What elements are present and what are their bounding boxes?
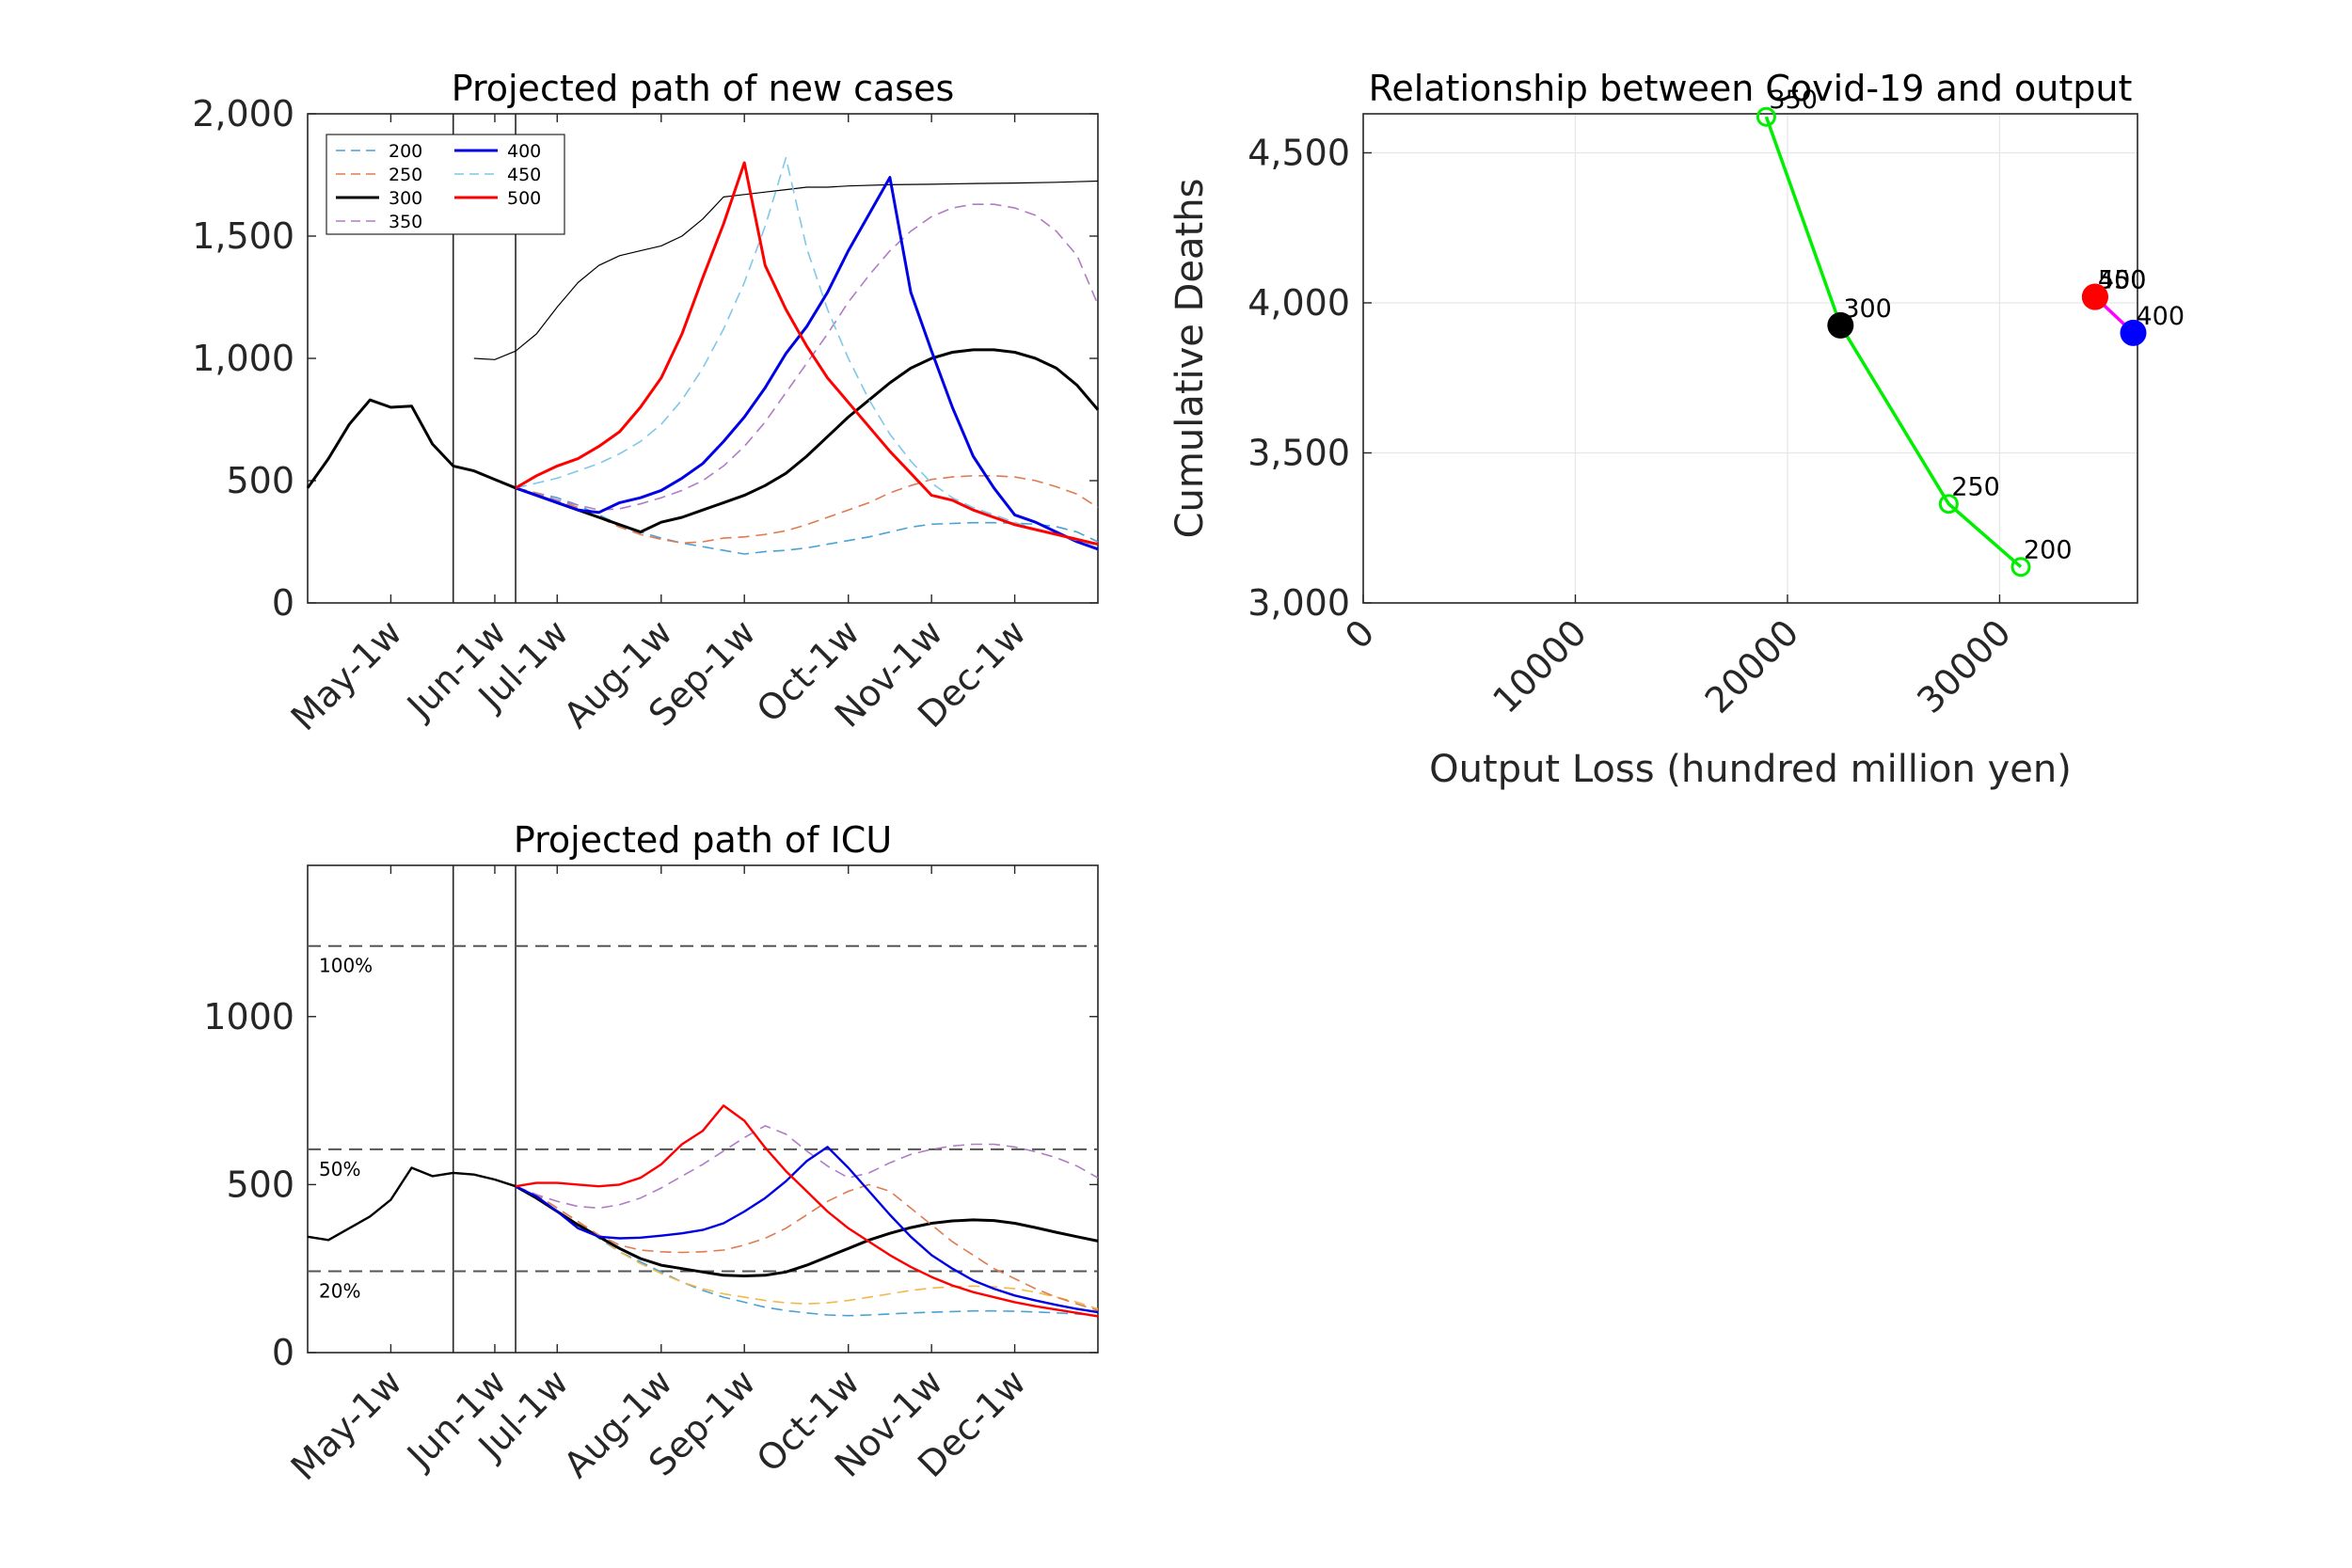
series-line-300	[515, 348, 1100, 534]
point-label: 450	[2098, 266, 2147, 295]
y-tick-label: 0	[272, 582, 294, 624]
tradeoff-chart: Relationship between Covid-19 and output…	[1168, 68, 2185, 791]
series-line-250	[515, 1185, 1099, 1310]
y-tick-label: 500	[226, 460, 294, 501]
series-line-300	[515, 1184, 1099, 1277]
series-line-200	[515, 487, 1099, 555]
series-line-200	[515, 1185, 1099, 1317]
y-tick-label: 3,500	[1248, 432, 1350, 473]
series-line-350	[515, 203, 1099, 512]
y-tick-label: 1,500	[192, 215, 294, 257]
icu-chart: Projected path of ICU05001000May-1wJun-1…	[203, 819, 1099, 1488]
series-line-450	[515, 157, 1099, 546]
point-label: 400	[2136, 302, 2185, 331]
series-line-400	[515, 176, 1099, 551]
y-axis-title: Cumulative Deaths	[1168, 179, 1212, 539]
scatter-point-400	[2120, 319, 2147, 346]
series-line-250	[515, 474, 1099, 545]
legend-entry: 450	[507, 165, 541, 185]
x-tick-label: 20000	[1697, 611, 1807, 721]
chart-title: Projected path of ICU	[514, 819, 892, 861]
series-line-reference	[473, 180, 1099, 360]
x-tick-label: 10000	[1485, 611, 1595, 721]
legend-entry: 300	[389, 188, 422, 209]
chart-title: Relationship between Covid-19 and output	[1369, 68, 2133, 109]
legend-entry: 350	[389, 212, 422, 232]
legend-entry: 500	[507, 188, 541, 209]
tradeoff-line-green	[1764, 116, 2023, 569]
scatter-point-200	[2010, 557, 2031, 578]
y-tick-label: 0	[272, 1332, 294, 1373]
plot-area	[307, 864, 1099, 1354]
y-tick-label: 1,000	[192, 338, 294, 379]
x-tick-label: 30000	[1909, 611, 2019, 721]
y-tick-label: 1000	[203, 996, 294, 1037]
series-line-500	[515, 1104, 1099, 1318]
y-tick-label: 4,500	[1248, 132, 1350, 173]
scatter-point-350	[1756, 106, 1776, 127]
y-tick-label: 4,000	[1248, 282, 1350, 324]
legend-entry: 250	[389, 165, 422, 185]
scatter-point-300	[1827, 311, 1854, 339]
capacity-label: 20%	[319, 1280, 360, 1303]
x-tick-label: May-1w	[283, 1361, 410, 1488]
point-label: 300	[1843, 294, 1892, 324]
y-tick-label: 500	[226, 1164, 294, 1205]
point-label: 250	[1951, 473, 2000, 502]
y-tick-label: 2,000	[192, 93, 294, 135]
capacity-label: 100%	[319, 955, 373, 977]
x-tick-label: May-1w	[283, 611, 410, 738]
legend-entry: 400	[507, 141, 541, 162]
y-tick-label: 3,000	[1248, 582, 1350, 624]
series-line-350	[515, 1125, 1099, 1210]
point-label: 200	[2024, 536, 2073, 565]
series-line-250b	[515, 1183, 1099, 1312]
series-line-history	[306, 398, 516, 490]
legend-entry: 200	[389, 141, 422, 162]
series-line-400	[515, 1146, 1099, 1314]
x-axis-title: Output Loss (hundred million yen)	[1429, 748, 2072, 791]
chart-title: Projected path of new cases	[452, 68, 955, 109]
series-line-500	[515, 161, 1099, 546]
scatter-point-450	[2081, 283, 2108, 310]
scatter-point-250	[1938, 494, 1959, 515]
capacity-label: 50%	[319, 1158, 360, 1180]
point-label: 350	[1769, 86, 1818, 115]
plot-area	[1362, 113, 2138, 604]
cases-chart: Projected path of new cases 0 500 1,000 1,50…	[192, 68, 1100, 738]
series-line-history	[307, 1166, 516, 1242]
